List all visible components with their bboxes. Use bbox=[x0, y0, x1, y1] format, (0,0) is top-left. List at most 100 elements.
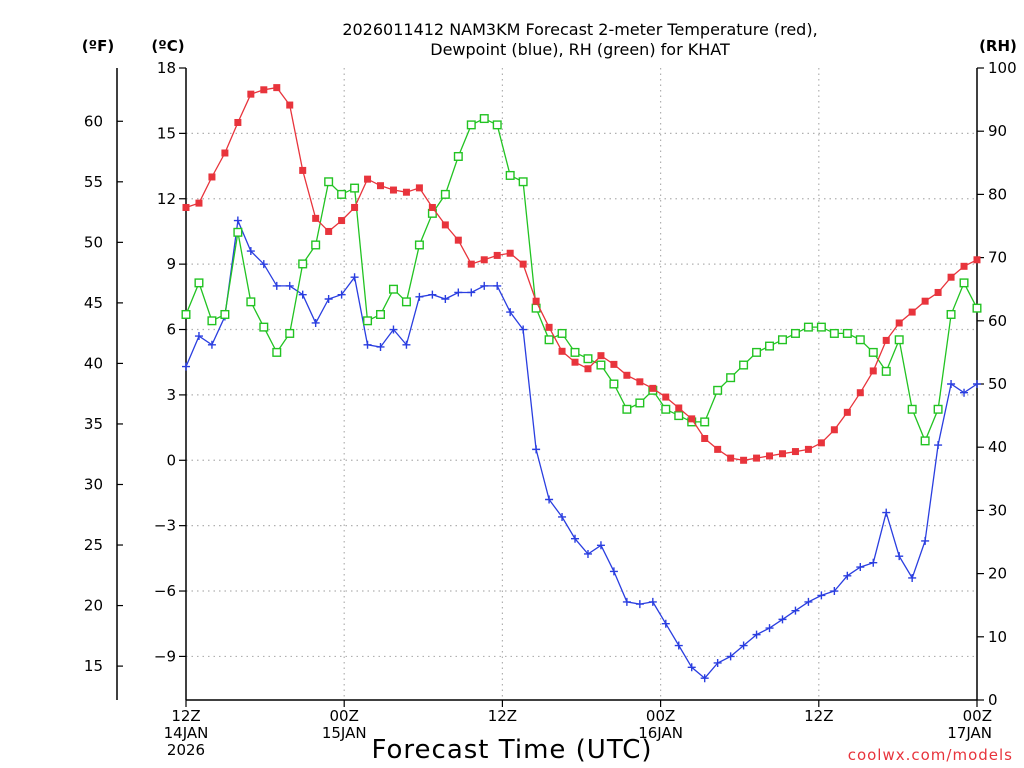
dewpoint-point bbox=[207, 340, 216, 349]
rh-point bbox=[959, 278, 969, 288]
fahrenheit-tick-label: 50 bbox=[84, 233, 103, 251]
dewpoint-point bbox=[960, 388, 969, 397]
dewpoint-series bbox=[182, 216, 981, 683]
rh-point bbox=[635, 398, 645, 408]
dewpoint-point bbox=[739, 641, 748, 650]
temperature-point bbox=[921, 297, 929, 305]
temperature-point bbox=[506, 249, 514, 257]
dewpoint-point bbox=[583, 549, 592, 558]
rh-tick-label: 10 bbox=[988, 628, 1007, 646]
rh-tick-label: 60 bbox=[988, 312, 1007, 330]
celsius-tick-label: 18 bbox=[157, 59, 176, 77]
dewpoint-point bbox=[480, 281, 489, 290]
temperature-point bbox=[675, 404, 683, 412]
temperature-point bbox=[623, 371, 631, 379]
fahrenheit-tick-label: 55 bbox=[84, 173, 103, 191]
temperature-point bbox=[778, 450, 786, 458]
time-tick-label: 12Z bbox=[488, 707, 517, 725]
temperature-point bbox=[908, 308, 916, 316]
time-tick-label: 00Z bbox=[330, 707, 359, 725]
temperature-point bbox=[740, 456, 748, 464]
dewpoint-point bbox=[402, 340, 411, 349]
dewpoint-point bbox=[324, 295, 333, 304]
rh-point bbox=[466, 120, 476, 130]
dewpoint-point bbox=[804, 597, 813, 606]
rh-point bbox=[739, 360, 749, 370]
temperature-point bbox=[260, 86, 268, 94]
dewpoint-point bbox=[519, 325, 528, 334]
rh-point bbox=[376, 309, 386, 319]
temperature-point bbox=[364, 175, 372, 183]
rh-point bbox=[492, 120, 502, 130]
temperature-point bbox=[441, 221, 449, 229]
rh-point bbox=[816, 322, 826, 332]
time-tick-label: 12Z bbox=[804, 707, 833, 725]
celsius-tick-label: 0 bbox=[166, 451, 176, 469]
temperature-point bbox=[804, 445, 812, 453]
temperature-point bbox=[688, 415, 696, 423]
fahrenheit-tick-label: 30 bbox=[84, 475, 103, 493]
rh-point bbox=[713, 385, 723, 395]
rh-point bbox=[518, 177, 528, 187]
temperature-line bbox=[185, 86, 978, 461]
fahrenheit-unit-label: (ºF) bbox=[82, 37, 114, 55]
dewpoint-point bbox=[571, 534, 580, 543]
rh-point bbox=[700, 417, 710, 427]
dewpoint-point bbox=[311, 318, 320, 327]
time-tick-label: 14JAN bbox=[164, 724, 209, 742]
rh-point bbox=[881, 366, 891, 376]
dewpoint-point bbox=[363, 340, 372, 349]
dewpoint-point bbox=[233, 216, 242, 225]
rh-point bbox=[350, 183, 360, 193]
dewpoint-point bbox=[661, 619, 670, 628]
fahrenheit-axis-ticks: 60 55 50 45 40 35 30 25 20 15 bbox=[84, 112, 123, 675]
fahrenheit-tick-label: 35 bbox=[84, 415, 103, 433]
rh-point bbox=[181, 309, 191, 319]
credit-text: coolwx.com/models bbox=[848, 746, 1013, 764]
dewpoint-point bbox=[973, 380, 981, 388]
dewpoint-point bbox=[830, 587, 839, 596]
rh-point bbox=[233, 227, 243, 237]
temperature-point bbox=[843, 408, 851, 416]
temperature-point bbox=[662, 393, 670, 401]
temperature-point bbox=[856, 389, 864, 397]
temperature-point bbox=[791, 448, 799, 456]
rh-point bbox=[674, 411, 684, 421]
dewpoint-point bbox=[648, 597, 657, 606]
celsius-unit-label: (ºC) bbox=[151, 37, 184, 55]
dewpoint-point bbox=[545, 495, 554, 504]
temperature-point bbox=[766, 452, 774, 460]
temperature-point bbox=[247, 90, 255, 98]
rh-point bbox=[972, 303, 982, 313]
time-tick-label: 15JAN bbox=[322, 724, 367, 742]
dewpoint-point bbox=[194, 332, 203, 341]
temperature-point bbox=[519, 260, 527, 268]
dewpoint-line bbox=[185, 218, 978, 680]
temperature-point bbox=[882, 336, 890, 344]
celsius-tick-label: 6 bbox=[166, 321, 176, 339]
rh-point bbox=[829, 328, 839, 338]
rh-point bbox=[868, 347, 878, 357]
temperature-point bbox=[869, 367, 877, 375]
dewpoint-point bbox=[506, 308, 515, 317]
series-layer bbox=[181, 84, 982, 683]
temperature-point bbox=[973, 256, 981, 264]
dewpoint-point bbox=[908, 573, 917, 582]
temperature-point bbox=[286, 101, 294, 109]
fahrenheit-tick-label: 45 bbox=[84, 294, 103, 312]
dewpoint-point bbox=[182, 362, 190, 371]
fahrenheit-tick-label: 15 bbox=[84, 657, 103, 675]
celsius-tick-label: −3 bbox=[154, 517, 176, 535]
dewpoint-point bbox=[687, 663, 696, 672]
rh-point bbox=[337, 189, 347, 199]
rh-point bbox=[544, 335, 554, 345]
temperature-point bbox=[947, 273, 955, 281]
dewpoint-point bbox=[635, 600, 644, 609]
time-tick-label: 00Z bbox=[646, 707, 675, 725]
dewpoint-point bbox=[895, 552, 904, 561]
temperature-point bbox=[467, 260, 475, 268]
dewpoint-point bbox=[350, 273, 359, 282]
dewpoint-point bbox=[428, 290, 437, 299]
rh-tick-label: 30 bbox=[988, 501, 1007, 519]
